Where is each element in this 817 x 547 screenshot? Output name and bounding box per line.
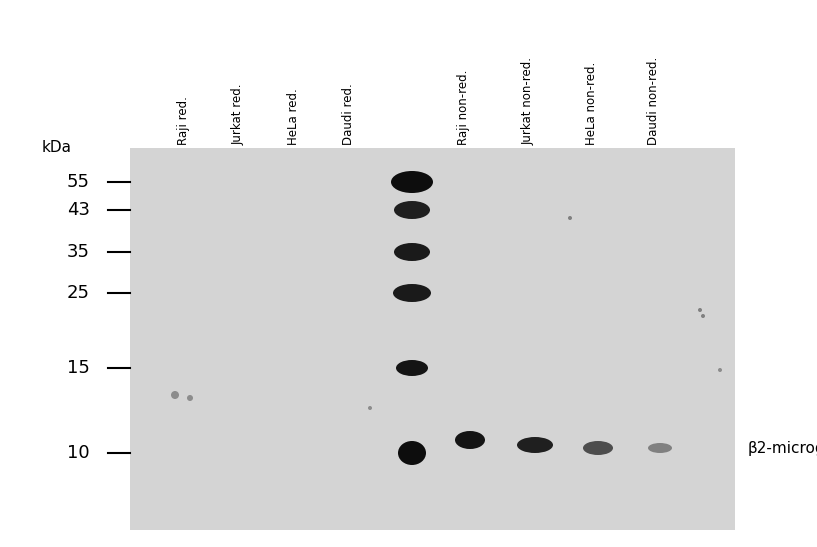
Text: 55: 55	[67, 173, 90, 191]
Text: Raji non-red.: Raji non-red.	[457, 69, 470, 145]
Text: Daudi non-red.: Daudi non-red.	[647, 57, 660, 145]
Ellipse shape	[648, 443, 672, 453]
Text: 15: 15	[67, 359, 90, 377]
Text: β2-microglobulin: β2-microglobulin	[748, 440, 817, 456]
Text: kDa: kDa	[42, 141, 72, 155]
Text: Daudi red.: Daudi red.	[342, 83, 355, 145]
Ellipse shape	[698, 308, 702, 312]
Ellipse shape	[171, 391, 179, 399]
Ellipse shape	[391, 171, 433, 193]
Ellipse shape	[368, 406, 372, 410]
Text: Jurkat non-red.: Jurkat non-red.	[522, 57, 535, 145]
Ellipse shape	[394, 243, 430, 261]
Ellipse shape	[396, 360, 428, 376]
Text: HeLa red.: HeLa red.	[287, 88, 300, 145]
Text: 43: 43	[67, 201, 90, 219]
Ellipse shape	[393, 284, 431, 302]
Ellipse shape	[701, 314, 705, 318]
Ellipse shape	[398, 441, 426, 465]
Ellipse shape	[394, 201, 430, 219]
Ellipse shape	[187, 395, 193, 401]
Bar	[130, 148, 735, 530]
Text: HeLa non-red.: HeLa non-red.	[585, 62, 598, 145]
Text: 35: 35	[67, 243, 90, 261]
Ellipse shape	[568, 216, 572, 220]
Ellipse shape	[455, 431, 485, 449]
Ellipse shape	[583, 441, 613, 455]
Text: 25: 25	[67, 284, 90, 302]
Text: Raji red.: Raji red.	[177, 96, 190, 145]
Ellipse shape	[517, 437, 553, 453]
Text: Jurkat red.: Jurkat red.	[232, 84, 245, 145]
Ellipse shape	[718, 368, 722, 372]
Text: 10: 10	[67, 444, 90, 462]
